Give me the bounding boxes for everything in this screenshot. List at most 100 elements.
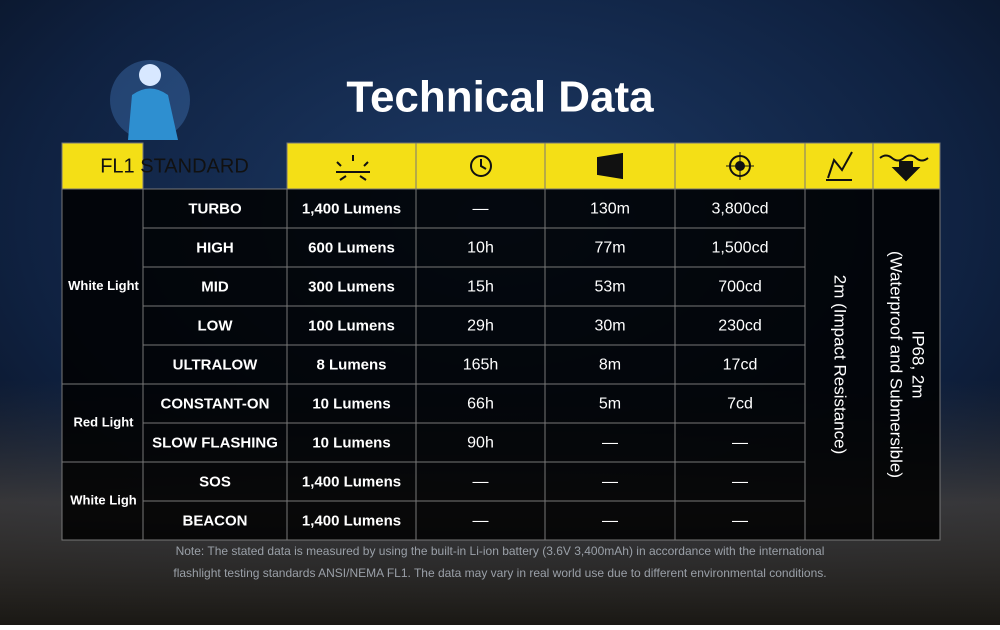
cell — [872, 188, 941, 541]
spec-value: 15h — [467, 279, 494, 296]
spec-value: 29h — [467, 318, 494, 335]
spec-value: 8m — [599, 357, 621, 374]
cell — [286, 266, 417, 307]
spec-value: 1,500cd — [712, 240, 769, 257]
spec-value: 230cd — [718, 318, 762, 335]
cell — [415, 500, 546, 541]
cell — [286, 142, 417, 190]
cell — [544, 227, 676, 268]
cell — [142, 305, 288, 346]
spec-value: — — [473, 513, 489, 530]
spec-value: 7cd — [727, 396, 753, 413]
spec-value: 3,800cd — [712, 201, 769, 218]
mode-name: SOS — [199, 473, 231, 490]
cell — [142, 500, 288, 541]
header-label: FL1 STANDARD — [100, 155, 249, 177]
impact-icon — [826, 151, 853, 181]
cell — [544, 383, 676, 424]
person-head — [139, 64, 161, 86]
group-label: Red Light — [74, 414, 135, 429]
spec-value: — — [473, 474, 489, 491]
spec-value: 10h — [467, 240, 494, 257]
spec-value: 600 Lumens — [308, 239, 395, 256]
mode-name: TURBO — [188, 200, 242, 217]
spec-value: 77m — [594, 240, 625, 257]
spec-value: — — [732, 435, 748, 452]
cell — [674, 500, 806, 541]
runtime-hand — [480, 159, 487, 170]
mode-name: LOW — [198, 317, 234, 334]
group-label: White Ligh — [70, 492, 136, 507]
cell — [415, 422, 546, 463]
cell — [286, 422, 417, 463]
cell — [415, 266, 546, 307]
waterproof-spec: IP68, 2m — [909, 330, 928, 398]
cell — [544, 461, 676, 502]
group-label: White Light — [68, 278, 139, 293]
water-icon — [879, 154, 929, 162]
intensity-cross — [726, 152, 754, 180]
title: Technical Data — [346, 73, 654, 122]
cell — [286, 344, 417, 385]
cell — [674, 461, 806, 502]
cell — [674, 188, 806, 229]
cell — [674, 422, 806, 463]
cell — [415, 461, 546, 502]
spec-value: 53m — [594, 279, 625, 296]
cell — [544, 305, 676, 346]
mode-name: SLOW FLASHING — [152, 434, 278, 451]
cell — [544, 500, 676, 541]
mode-name: HIGH — [196, 239, 234, 256]
spec-value: 8 Lumens — [316, 356, 386, 373]
cell — [415, 305, 546, 346]
cell — [61, 383, 144, 463]
cell — [415, 188, 546, 229]
spec-value: — — [602, 513, 618, 530]
cell — [142, 344, 288, 385]
mode-name: CONSTANT-ON — [161, 395, 270, 412]
distance-icon — [597, 152, 623, 180]
cell — [286, 305, 417, 346]
mode-name: MID — [201, 278, 229, 295]
spec-value: 130m — [590, 201, 630, 218]
cell — [61, 461, 144, 541]
spec-value: 10 Lumens — [312, 434, 390, 451]
spec-value: 1,400 Lumens — [302, 512, 401, 529]
spec-value: 90h — [467, 435, 494, 452]
spec-value: 700cd — [718, 279, 762, 296]
cell — [142, 188, 288, 229]
spec-value: 1,400 Lumens — [302, 473, 401, 490]
spec-value: — — [732, 474, 748, 491]
spec-value: — — [473, 201, 489, 218]
mode-name: ULTRALOW — [173, 356, 259, 373]
cell — [544, 266, 676, 307]
cell — [286, 500, 417, 541]
waterproof-spec: (Waterproof and Submersible) — [887, 251, 906, 478]
cell — [674, 383, 806, 424]
spec-value: 300 Lumens — [308, 278, 395, 295]
cell — [674, 305, 806, 346]
header-icons — [336, 151, 929, 182]
mode-name: BEACON — [182, 512, 247, 529]
spec-value: 10 Lumens — [312, 395, 390, 412]
spec-value: 30m — [594, 318, 625, 335]
lumens-icon — [336, 155, 370, 181]
cell — [286, 461, 417, 502]
impact-spec: 2m (Impact Resistance) — [831, 275, 850, 455]
spec-value: 66h — [467, 396, 494, 413]
person — [128, 88, 178, 140]
cell — [415, 227, 546, 268]
note-line: Note: The stated data is measured by usi… — [176, 544, 825, 558]
spec-value: 17cd — [723, 357, 758, 374]
spec-value: — — [602, 435, 618, 452]
spec-value: — — [602, 474, 618, 491]
spec-value: 100 Lumens — [308, 317, 395, 334]
cell — [142, 266, 288, 307]
cell — [674, 227, 806, 268]
cell — [544, 422, 676, 463]
spec-value: 165h — [463, 357, 499, 374]
cell — [142, 383, 288, 424]
submerge-icon — [891, 161, 921, 182]
spec-value: 5m — [599, 396, 621, 413]
